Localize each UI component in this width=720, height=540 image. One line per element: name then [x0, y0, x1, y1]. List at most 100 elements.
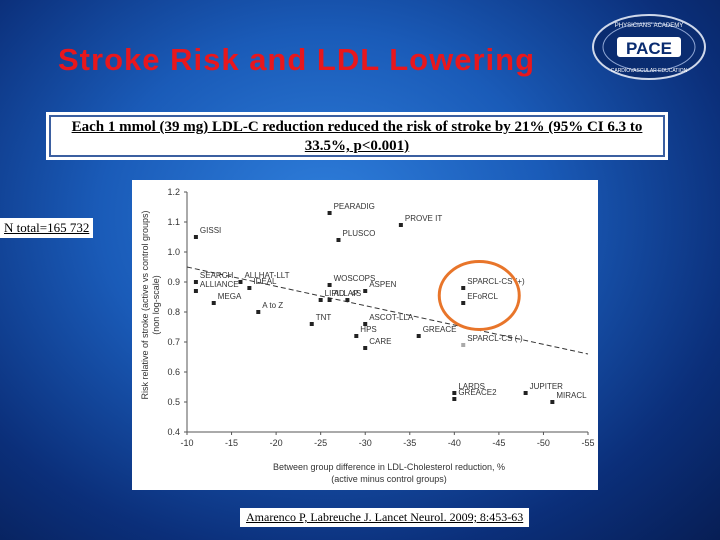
- y-axis-label: Risk relative of stroke (active vs contr…: [140, 210, 150, 399]
- data-point: WOSCOPS: [327, 274, 375, 287]
- point-label: IDEAL: [253, 277, 277, 286]
- point-marker: [327, 211, 332, 215]
- data-point: ALLIANCE: [193, 280, 239, 293]
- point-marker: [309, 322, 314, 326]
- y-tick-label: 0.7: [167, 337, 180, 347]
- y-tick-label: 0.4: [167, 427, 180, 437]
- data-point: GISSI: [193, 226, 221, 239]
- point-label: PROVE IT: [405, 214, 442, 223]
- point-marker: [416, 334, 421, 338]
- x-tick-label: -20: [270, 438, 283, 448]
- y-tick-label: 1.1: [167, 217, 180, 227]
- data-point: EFoRCL: [461, 292, 498, 305]
- point-label: MEGA: [218, 292, 242, 301]
- data-point: SEARCH: [193, 271, 234, 284]
- slide-title: Stroke Risk and LDL Lowering: [58, 42, 536, 77]
- point-marker: [247, 286, 252, 290]
- highlight-circle: [437, 260, 521, 331]
- x-tick-label: -40: [448, 438, 461, 448]
- point-marker: [354, 334, 359, 338]
- data-point: LARDS: [452, 382, 485, 395]
- point-label: A to Z: [262, 301, 283, 310]
- data-point: PEARADIG: [327, 202, 375, 215]
- point-label: ASCOT-LLA: [369, 313, 414, 322]
- y-axis-label-2: (non log-scale): [151, 275, 161, 335]
- data-point: CARE: [363, 337, 391, 350]
- point-label: HPS: [360, 325, 376, 334]
- point-label: MIRACL: [556, 391, 587, 400]
- x-tick-label: -35: [403, 438, 416, 448]
- points: GISSI PEARADIG PROVE IT PLUSCO SEARCH ALLHAT-…: [193, 202, 587, 404]
- point-label: SEARCH: [200, 271, 234, 280]
- y-tick-label: 0.8: [167, 307, 180, 317]
- data-point: HPS: [354, 325, 377, 338]
- data-point: LIPID: [318, 289, 345, 302]
- point-label: PEARADIG: [334, 202, 375, 211]
- point-marker: [193, 235, 198, 239]
- point-marker: [461, 301, 466, 305]
- chart-panel: Risk relative of stroke (active vs contr…: [132, 180, 598, 490]
- n-total-label: N total=165 732: [0, 218, 94, 238]
- x-axis-label: Between group difference in LDL-Choleste…: [273, 462, 505, 472]
- point-label: ALLHAT-LLT: [244, 271, 289, 280]
- point-label: SPARCL-CS (-): [467, 334, 523, 343]
- scatter-chart: Risk relative of stroke (active vs contr…: [140, 187, 595, 484]
- y-tick-label: 0.5: [167, 397, 180, 407]
- data-point: GREACE2: [452, 388, 497, 401]
- logo-name: PACE: [626, 39, 672, 58]
- y-tick-label: 1.2: [167, 187, 180, 197]
- point-label: PLUSCO: [342, 229, 375, 238]
- point-label: EFoRCL: [467, 292, 498, 301]
- point-marker: [452, 397, 457, 401]
- point-label: GISSI: [200, 226, 221, 235]
- point-label: TNT: [316, 313, 332, 322]
- point-marker: [523, 391, 528, 395]
- data-point: SPARCL-CS (+): [461, 277, 525, 290]
- point-marker: [363, 322, 368, 326]
- highlight: [437, 260, 521, 331]
- point-label: GREACE2: [458, 388, 497, 397]
- data-point: ASPEN: [363, 280, 397, 293]
- y-tick-label: 1.0: [167, 247, 180, 257]
- data-point: PROVE IT: [398, 214, 442, 227]
- x-tick-label: -45: [492, 438, 505, 448]
- point-marker: [256, 310, 261, 314]
- data-point: PLUSCO: [336, 229, 375, 242]
- x-tick-label: -55: [581, 438, 594, 448]
- point-marker: [336, 238, 341, 242]
- point-marker: [461, 286, 466, 290]
- data-point: 4S: [345, 289, 361, 302]
- point-marker: [211, 301, 216, 305]
- data-point: ALLHAT-LLT: [238, 271, 290, 284]
- point-label: 4S: [351, 289, 361, 298]
- point-marker: [345, 298, 350, 302]
- data-point: IDEAL: [247, 277, 277, 290]
- key-finding-box: Each 1 mmol (39 mg) LDL-C reduction redu…: [46, 112, 668, 160]
- x-tick-label: -25: [314, 438, 327, 448]
- point-label: SPARCL-CS (+): [467, 277, 525, 286]
- point-marker: [363, 346, 368, 350]
- regression-line: [186, 266, 589, 355]
- point-label: ASPEN: [369, 280, 396, 289]
- y-axis-title: Risk relative of stroke (active vs contr…: [140, 210, 161, 399]
- point-marker: [238, 280, 243, 284]
- point-marker: [327, 298, 332, 302]
- regression: [186, 266, 589, 355]
- data-point: JUPITER: [523, 382, 564, 395]
- point-label: ALLAP: [334, 289, 359, 298]
- data-point: MEGA: [211, 292, 242, 305]
- data-point: GREACE: [416, 325, 456, 338]
- logo-top-text: PHYSICIANS' ACADEMY: [615, 23, 684, 29]
- citation-link[interactable]: Amarenco P, Labreuche J. Lancet Neurol. …: [240, 508, 530, 527]
- y-tick-label: 0.6: [167, 367, 180, 377]
- point-label: ALLIANCE: [200, 280, 239, 289]
- x-tick-label: -15: [225, 438, 238, 448]
- point-label: JUPITER: [530, 382, 564, 391]
- point-marker: [327, 283, 332, 287]
- point-marker: [193, 289, 198, 293]
- point-marker: [318, 298, 323, 302]
- data-point: SPARCL-CS (-): [461, 334, 523, 347]
- point-label: LARDS: [458, 382, 485, 391]
- data-point: MIRACL: [550, 391, 587, 404]
- logo-bottom-text: CARDIOVASCULAR EDUCATION: [611, 68, 688, 74]
